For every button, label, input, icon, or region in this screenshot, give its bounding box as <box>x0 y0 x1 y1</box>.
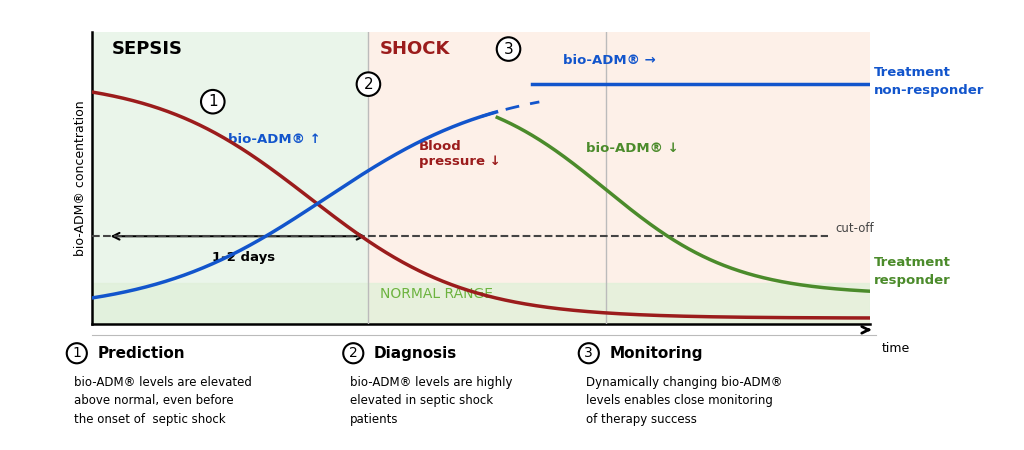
Text: bio-ADM® levels are highly
elevated in septic shock
patients: bio-ADM® levels are highly elevated in s… <box>350 376 513 426</box>
Text: bio-ADM® →: bio-ADM® → <box>563 54 655 67</box>
Text: bio-ADM® ↓: bio-ADM® ↓ <box>587 142 679 155</box>
Text: 1: 1 <box>73 346 81 360</box>
Text: Diagnosis: Diagnosis <box>374 346 457 361</box>
Text: 1-2 days: 1-2 days <box>212 251 275 264</box>
Text: Treatment
responder: Treatment responder <box>874 256 951 287</box>
Text: Monitoring: Monitoring <box>609 346 702 361</box>
Text: 3: 3 <box>504 41 513 57</box>
Text: Treatment
non-responder: Treatment non-responder <box>874 66 985 97</box>
Text: Prediction: Prediction <box>97 346 185 361</box>
Bar <box>92 32 369 324</box>
Text: 2: 2 <box>349 346 357 360</box>
Text: 2: 2 <box>364 76 373 92</box>
Bar <box>369 32 870 324</box>
Text: cut-off: cut-off <box>836 222 874 235</box>
Bar <box>92 283 870 324</box>
Text: Blood
pressure ↓: Blood pressure ↓ <box>419 140 501 168</box>
Text: 1: 1 <box>208 94 217 109</box>
Text: SHOCK: SHOCK <box>380 40 451 58</box>
Text: time: time <box>882 342 910 355</box>
Text: Dynamically changing bio-ADM®
levels enables close monitoring
of therapy success: Dynamically changing bio-ADM® levels ena… <box>586 376 782 426</box>
Text: NORMAL RANGE: NORMAL RANGE <box>380 287 494 301</box>
Y-axis label: bio-ADM® concentration: bio-ADM® concentration <box>74 100 87 256</box>
Text: bio-ADM® levels are elevated
above normal, even before
the onset of  septic shoc: bio-ADM® levels are elevated above norma… <box>74 376 252 426</box>
Text: bio-ADM® ↑: bio-ADM® ↑ <box>228 133 322 146</box>
Text: 3: 3 <box>585 346 593 360</box>
Text: SEPSIS: SEPSIS <box>112 40 182 58</box>
